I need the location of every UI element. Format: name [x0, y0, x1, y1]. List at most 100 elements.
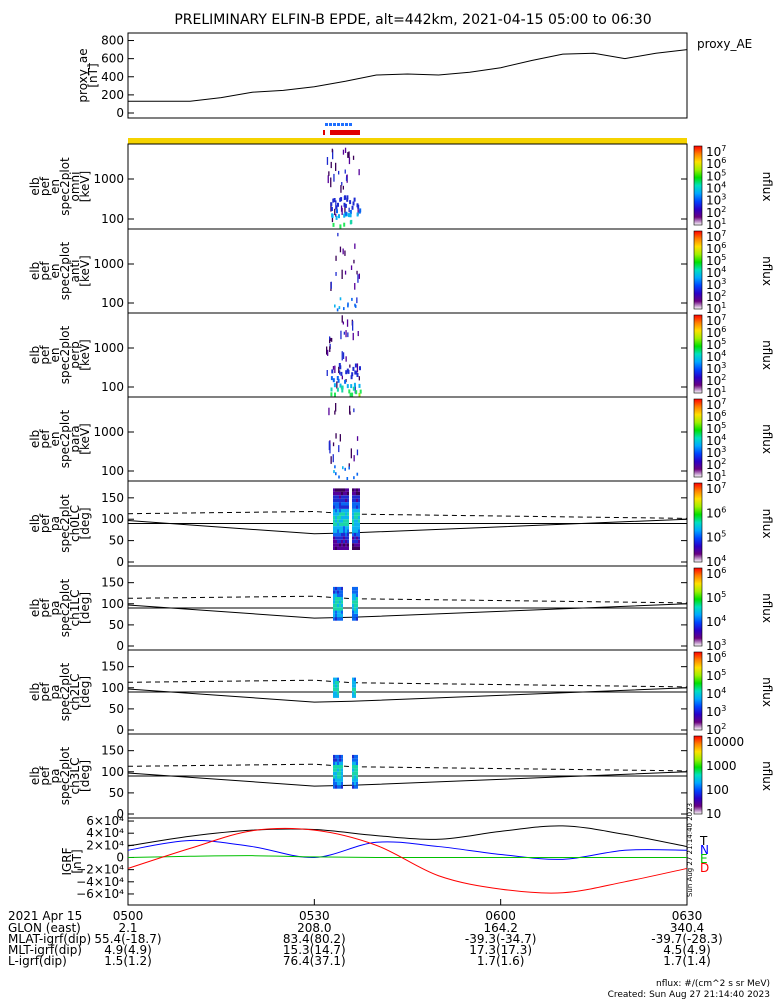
pa-flux-pixel: [356, 498, 358, 503]
pa-flux-pixel: [358, 498, 360, 503]
xtick-label: 0600: [485, 909, 516, 923]
pa-flux-pixel: [337, 593, 339, 597]
pa-flux-pixel: [337, 597, 339, 601]
pa-flux-pixel: [354, 509, 356, 513]
flux-pixel: [336, 381, 338, 389]
flux-pixel: [337, 232, 339, 237]
flux-pixel: [349, 364, 351, 368]
flux-pixel: [344, 169, 346, 174]
pa-flux-pixel: [339, 522, 341, 526]
flux-pixel: [330, 281, 332, 289]
pa-flux-pixel: [354, 765, 356, 769]
flux-pixel: [350, 375, 353, 380]
colorbar-1: [693, 145, 703, 226]
flux-pixel: [344, 147, 347, 153]
pa-flux-pixel: [333, 488, 335, 492]
pa-flux-pixel: [337, 505, 339, 509]
colorbar-4: [693, 398, 703, 478]
flux-pixel: [329, 336, 331, 343]
flux-pixel: [356, 449, 359, 456]
pa-flux-pixel: [354, 488, 356, 492]
pa-flux-pixel: [356, 781, 358, 786]
pa-flux-pixel: [341, 586, 343, 591]
flux-pixel: [344, 205, 346, 214]
pa-flux-pixel: [358, 515, 360, 520]
flux-pixel: [336, 308, 339, 312]
pa-flux-pixel: [356, 536, 358, 540]
pa-flux-pixel: [341, 502, 343, 506]
spectrogram-frame-2: [127, 228, 688, 314]
pa-flux-pixel: [354, 758, 356, 762]
pa-flux-pixel: [352, 775, 354, 779]
pa-flux-pixel: [352, 522, 354, 526]
pa-flux-pixel: [356, 526, 358, 530]
pa-flux-pixel: [337, 610, 339, 614]
pa-flux-pixel: [352, 543, 354, 547]
ylabel-line: ch3LC: [68, 758, 82, 795]
flux-pixel: [345, 356, 347, 362]
pa-flux-pixel: [335, 687, 337, 692]
flux-pixel: [355, 390, 358, 395]
pa-flux-pixel: [354, 590, 356, 594]
pa-flux-pixel: [337, 771, 339, 776]
pa-flux-pixel: [335, 586, 337, 591]
colorbar-tick: 105: [706, 668, 726, 683]
created-note: Created: Sun Aug 27 21:14:40 2023: [608, 990, 770, 1000]
flux-pixel: [342, 466, 344, 470]
pa-flux-pixel: [337, 754, 339, 759]
colorbar-tick: 105: [706, 337, 726, 352]
pa-flux-pixel: [352, 687, 354, 692]
pa-flux-pixel: [341, 536, 343, 540]
pa-flux-pixel: [335, 617, 337, 621]
colorbar-label: nflux: [760, 509, 774, 539]
pa-flux-pixel: [356, 600, 358, 604]
pa-flux-pixel: [352, 593, 354, 597]
flux-pixel: [341, 269, 343, 279]
flux-pixel: [344, 195, 346, 200]
pa-flux-pixel: [356, 607, 358, 611]
pa-flux-pixel: [339, 590, 341, 594]
pa-flux-pixel: [337, 526, 339, 530]
pa-flux-pixel: [339, 515, 341, 520]
ytick-label: 0: [116, 723, 124, 737]
flux-pixel: [326, 157, 329, 165]
colorbar-tick: 101: [706, 469, 726, 484]
flux-pixel: [339, 370, 341, 375]
pa-flux-pixel: [341, 617, 343, 621]
ytick-label: 50: [109, 702, 124, 716]
pa-flux-pixel: [354, 754, 356, 759]
pa-flux-pixel: [354, 543, 356, 547]
pa-flux-pixel: [341, 600, 343, 604]
pa-flux-pixel: [352, 785, 354, 789]
spectrogram-frame-3: [127, 312, 688, 398]
epd-segment-tick: [323, 130, 325, 135]
pa-flux-pixel: [335, 526, 337, 530]
colorbar-tick: 10000: [706, 735, 744, 749]
flux-pixel: [343, 202, 346, 207]
pa-flux-pixel: [337, 617, 339, 621]
pa-flux-pixel: [335, 613, 337, 618]
pa-flux-pixel: [343, 505, 345, 509]
ylabel-line: elb: [28, 683, 42, 701]
flux-pixel: [353, 455, 355, 462]
colorbar-tick: 103: [706, 361, 726, 376]
ytick-label: 6×10⁴: [86, 814, 124, 828]
pa-flux-pixel: [341, 761, 343, 765]
pa-flux-pixel: [339, 495, 341, 499]
flux-pixel: [348, 151, 350, 158]
pa-flux-pixel: [333, 593, 335, 597]
pa-flux-pixel: [356, 610, 358, 614]
pa-flux-pixel: [339, 785, 341, 789]
flux-pixel: [335, 472, 337, 476]
pa-flux-pixel: [339, 768, 341, 772]
pa-flux-pixel: [352, 758, 354, 762]
flux-pixel: [339, 197, 342, 202]
pa-flux-pixel: [335, 495, 337, 499]
flux-pixel: [332, 442, 335, 447]
flux-pixel: [354, 304, 357, 308]
flux-pixel: [348, 213, 350, 218]
pa-flux-pixel: [335, 765, 337, 769]
footer-value: 15.3(14.7): [283, 943, 346, 957]
pa-flux-pixel: [345, 495, 347, 499]
